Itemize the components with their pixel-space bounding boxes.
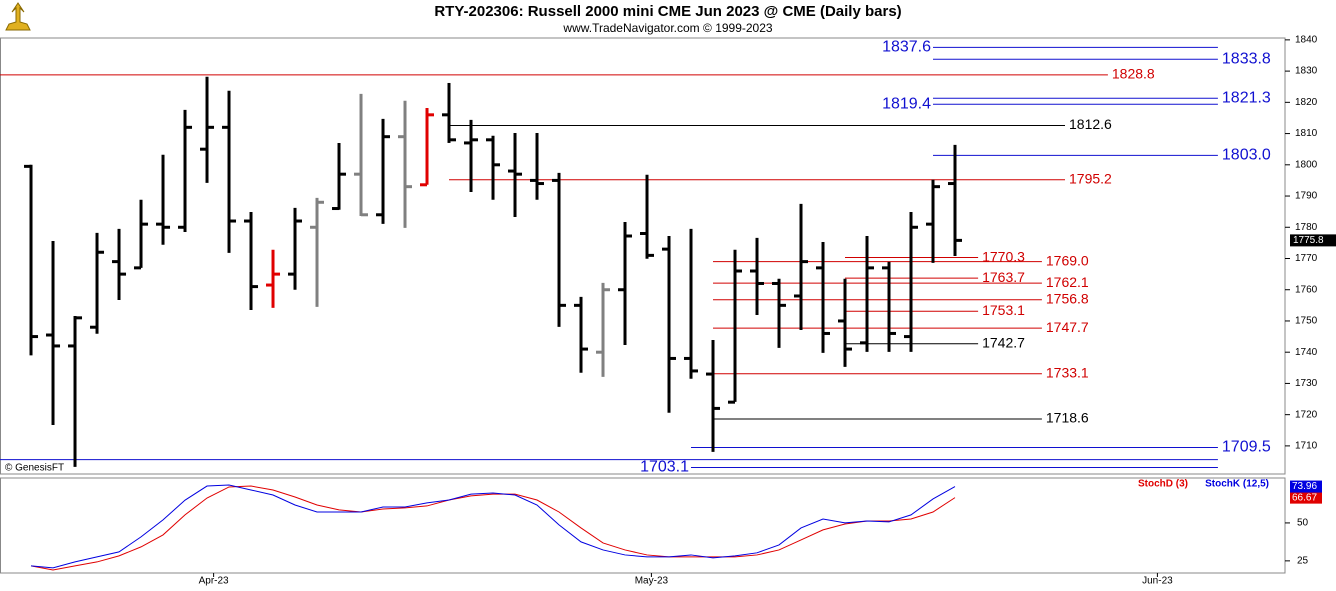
y-tick-label: 1760 [1295,284,1318,295]
level-label: 1762.1 [1046,274,1089,290]
y-tick-label: 1740 [1295,347,1318,358]
y-tick-label: 50 [1297,518,1309,529]
level-label: 1833.8 [1222,50,1271,67]
y-tick-label: 1710 [1295,441,1318,452]
level-label: 1828.8 [1112,66,1155,82]
y-tick-label: 1720 [1295,409,1318,420]
y-tick-label: 1840 [1295,35,1318,46]
level-label: 1803.0 [1222,147,1271,164]
watermark: © GenesisFT [5,463,64,474]
level-label: 1733.1 [1046,364,1089,380]
level-label: 1747.7 [1046,319,1089,335]
logo [5,2,31,31]
chart-subtitle: www.TradeNavigator.com © 1999-2023 [562,21,772,35]
level-label: 1742.7 [982,334,1025,350]
last-value-box [1290,480,1322,493]
last-value-box [1290,491,1322,504]
level-label: 1756.8 [1046,290,1089,306]
x-tick-label: May-23 [635,576,669,587]
y-tick-label: 1800 [1295,159,1318,170]
last-value-label: 66.67 [1292,492,1317,503]
legend-entry: StochD (3) [1138,479,1188,490]
price-panel [0,37,1286,475]
y-tick-label: 1820 [1295,97,1318,108]
stoch-line [30,484,956,569]
level-label: 1709.5 [1222,439,1271,456]
y-tick-label: 1770 [1295,253,1318,264]
x-tick-label: Jun-23 [1142,576,1173,587]
level-label: 1819.4 [882,95,931,112]
level-label: 1812.6 [1069,116,1112,132]
x-tick-label: Apr-23 [199,576,229,587]
y-tick-label: 1780 [1295,222,1318,233]
level-label: 1718.6 [1046,410,1089,426]
level-label: 1821.3 [1222,89,1271,106]
level-label: 1795.2 [1069,170,1112,186]
level-label: 1769.0 [1046,252,1089,268]
last-price-label: 1775.8 [1293,235,1324,246]
level-label: 1753.1 [982,302,1025,318]
chart-title: RTY-202306: Russell 2000 mini CME Jun 20… [434,3,901,20]
y-tick-label: 1810 [1295,128,1318,139]
y-tick-label: 25 [1297,556,1309,567]
stoch-line [30,485,956,571]
level-label: 1837.6 [882,39,931,56]
y-tick-label: 1730 [1295,378,1318,389]
last-value-label: 73.96 [1292,481,1317,492]
last-price-box [1290,234,1336,247]
y-tick-label: 1790 [1295,191,1318,202]
legend-entry: StochK (12,5) [1205,479,1269,490]
y-tick-label: 1830 [1295,66,1318,77]
stoch-panel [0,477,1286,574]
level-label: 1763.7 [982,269,1025,285]
level-label: 1770.3 [982,248,1025,264]
level-label: 1703.1 [640,459,689,476]
y-tick-label: 1750 [1295,316,1318,327]
